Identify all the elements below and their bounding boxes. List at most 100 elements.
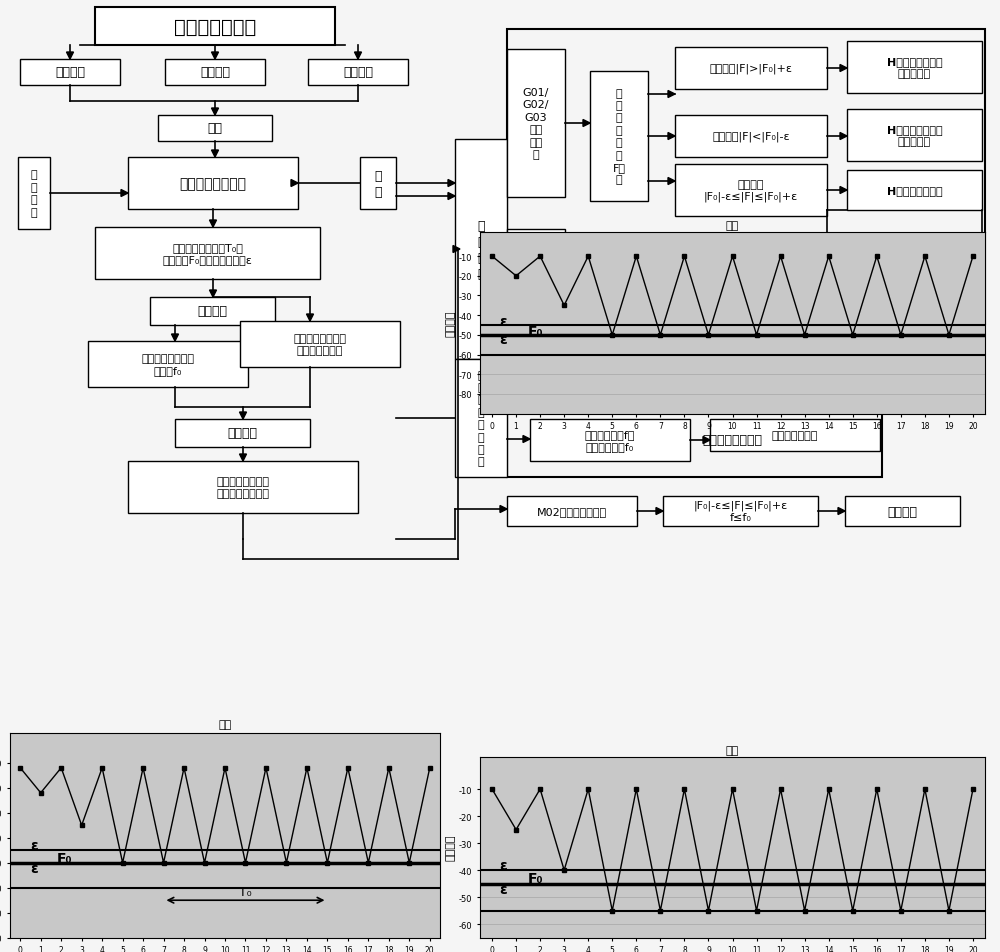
Text: 噴丸压力
|F₀|-ε≤|F|≤|F₀|+ε: 噴丸压力 |F₀|-ε≤|F|≤|F₀|+ε <box>704 179 798 202</box>
Bar <box>507 497 637 526</box>
Bar <box>530 420 690 462</box>
Text: F₀: F₀ <box>528 871 544 885</box>
Polygon shape <box>821 273 828 280</box>
Polygon shape <box>453 247 460 253</box>
Text: 工
件
发
生
较
大
变
形: 工 件 发 生 较 大 变 形 <box>478 370 484 466</box>
Text: ε: ε <box>499 332 507 347</box>
Text: 周期: 周期 <box>726 744 739 755</box>
Text: ε: ε <box>30 861 38 875</box>
Text: 试噴: 试噴 <box>208 123 222 135</box>
Text: 数控超声波噴丸: 数控超声波噴丸 <box>174 17 256 36</box>
Bar <box>308 60 408 86</box>
Text: ε: ε <box>499 858 507 872</box>
Bar <box>590 72 648 202</box>
Polygon shape <box>656 508 663 515</box>
Text: M02等程序结束代码: M02等程序结束代码 <box>537 506 607 516</box>
Bar <box>507 229 565 325</box>
Text: G01/
G02/
G03
等走
刀代
码: G01/ G02/ G03 等走 刀代 码 <box>523 88 549 160</box>
Text: 噴丸压力|F|>|F₀|+ε: 噴丸压力|F|>|F₀|+ε <box>710 64 792 74</box>
Bar <box>88 342 248 387</box>
Polygon shape <box>448 193 455 200</box>
Text: 检测到压力信号，
确定噴丸程序起点: 检测到压力信号， 确定噴丸程序起点 <box>216 476 270 499</box>
Text: G00
等非
走刀
代码: G00 等非 走刀 代码 <box>525 253 547 301</box>
Polygon shape <box>354 53 362 60</box>
Bar <box>845 497 960 526</box>
Bar <box>663 497 818 526</box>
Polygon shape <box>66 53 74 60</box>
Text: 夹紧装置受力发
生自由动作: 夹紧装置受力发 生自由动作 <box>772 371 818 394</box>
Bar <box>165 60 265 86</box>
Text: 确定压力信号监测T₀、
压力幅値F₀与噴丸压力误差ε: 确定压力信号监测T₀、 压力幅値F₀与噴丸压力误差ε <box>163 243 252 265</box>
Polygon shape <box>703 437 710 444</box>
Bar <box>360 158 396 209</box>
Text: 夹紧装置受力f小
于轨道摩擦力f₀: 夹紧装置受力f小 于轨道摩擦力f₀ <box>585 429 635 452</box>
Bar <box>507 30 985 325</box>
Bar <box>95 228 320 280</box>
Polygon shape <box>703 387 710 394</box>
Polygon shape <box>668 178 675 186</box>
Text: H轴电机驱动工作
台向下移动: H轴电机驱动工作 台向下移动 <box>887 57 942 79</box>
Polygon shape <box>840 133 847 140</box>
Text: H轴电机驱动工作
台向上移动: H轴电机驱动工作 台向上移动 <box>887 125 942 147</box>
Polygon shape <box>212 109 218 116</box>
Bar <box>847 109 982 162</box>
Polygon shape <box>291 180 298 188</box>
Polygon shape <box>668 133 675 140</box>
Text: 噴丸强化: 噴丸强化 <box>55 67 85 79</box>
Polygon shape <box>240 454 246 462</box>
Bar <box>507 360 882 478</box>
Bar <box>847 42 982 94</box>
Polygon shape <box>838 508 845 515</box>
Text: F₀: F₀ <box>528 325 544 339</box>
Text: 工件装夹: 工件装夹 <box>198 306 228 318</box>
Bar <box>175 420 310 447</box>
Bar <box>675 116 827 158</box>
Polygon shape <box>840 66 847 72</box>
Text: 噴丸校形: 噴丸校形 <box>343 67 373 79</box>
Text: ε: ε <box>499 883 507 896</box>
Polygon shape <box>840 188 847 194</box>
Bar <box>530 369 690 411</box>
Text: |F₀|-ε≤|F|≤|F₀|+ε
f≤f₀: |F₀|-ε≤|F|≤|F₀|+ε f≤f₀ <box>693 500 788 523</box>
Y-axis label: 噴丸压力: 噴丸压力 <box>446 834 456 861</box>
Bar <box>675 165 827 217</box>
Bar <box>128 462 358 513</box>
Polygon shape <box>523 436 530 443</box>
Polygon shape <box>240 412 246 420</box>
Bar <box>507 50 565 198</box>
Text: 周期: 周期 <box>726 220 739 230</box>
Polygon shape <box>212 150 218 158</box>
Text: H轴电机停止动作: H轴电机停止动作 <box>887 186 942 196</box>
Bar <box>710 362 880 404</box>
Text: 完成加工: 完成加工 <box>888 505 918 518</box>
Bar <box>20 60 120 86</box>
Polygon shape <box>212 53 218 60</box>
Text: 噴丸路径规划与数
控刀轨文件生成: 噴丸路径规划与数 控刀轨文件生成 <box>294 333 347 356</box>
Polygon shape <box>172 335 178 342</box>
Polygon shape <box>668 91 675 98</box>
Text: 周期: 周期 <box>218 719 232 729</box>
Text: 噴丸压力|F|<|F₀|-ε: 噴丸压力|F|<|F₀|-ε <box>712 131 790 142</box>
Text: 噴丸成形: 噴丸成形 <box>200 67 230 79</box>
Text: 开始噴丸: 开始噴丸 <box>228 427 258 440</box>
Polygon shape <box>500 506 507 513</box>
Bar <box>675 48 827 89</box>
Polygon shape <box>210 221 216 228</box>
Bar <box>128 158 298 209</box>
Text: 噴
丸
压
力
信
号
F分
析: 噴 丸 压 力 信 号 F分 析 <box>612 89 626 186</box>
Text: 调节夹紧装置轨道
摩擦力f₀: 调节夹紧装置轨道 摩擦力f₀ <box>142 353 194 376</box>
Text: ε: ε <box>499 315 507 328</box>
Bar <box>847 170 982 210</box>
Bar <box>710 420 880 451</box>
Bar <box>18 158 50 229</box>
Text: F₀: F₀ <box>57 851 73 864</box>
Text: 电
流: 电 流 <box>374 169 382 198</box>
Polygon shape <box>583 120 590 128</box>
Text: T₀: T₀ <box>239 884 252 898</box>
Polygon shape <box>121 190 128 197</box>
Bar <box>158 116 272 142</box>
Text: 夹紧装置不动作: 夹紧装置不动作 <box>772 430 818 441</box>
Polygon shape <box>448 180 455 188</box>
Text: 运
行
程
序: 运 行 程 序 <box>477 219 485 280</box>
Text: ε: ε <box>30 839 38 852</box>
